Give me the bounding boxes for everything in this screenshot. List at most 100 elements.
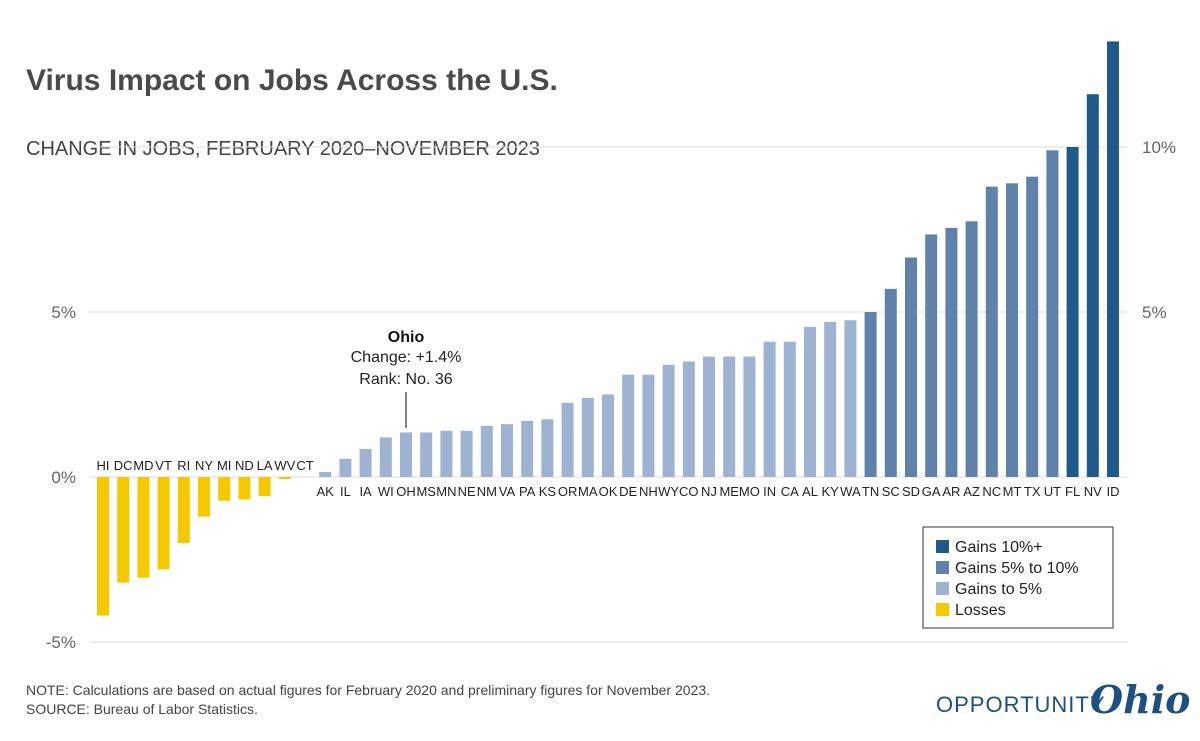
category-label-mo: MO <box>739 484 760 499</box>
bar-al <box>804 326 816 477</box>
ohio-annotation: Ohio Change: +1.4% Rank: No. 36 <box>351 329 462 428</box>
bar-tn <box>864 312 877 477</box>
bar-nm <box>480 425 493 477</box>
category-label-al: AL <box>802 484 818 499</box>
category-label-ky: KY <box>822 484 840 499</box>
bar-hi <box>97 477 109 616</box>
category-label-ut: UT <box>1044 484 1061 499</box>
category-label-or: OR <box>558 484 578 499</box>
bar-ne <box>460 430 473 477</box>
category-label-nv: NV <box>1084 484 1102 499</box>
category-label-md: MD <box>133 458 153 473</box>
annotation-change: Change: +1.4% <box>351 349 462 366</box>
category-label-ks: KS <box>539 484 557 499</box>
bar-nd <box>238 477 251 500</box>
bar-nc <box>985 186 998 477</box>
category-label-sd: SD <box>902 484 920 499</box>
bar-ga <box>925 234 938 477</box>
bar-nh <box>642 374 655 477</box>
category-label-nj: NJ <box>701 484 717 499</box>
legend-label-gains-5-10: Gains 5% to 10% <box>955 560 1079 577</box>
bar-ky <box>824 321 837 477</box>
category-label-la: LA <box>257 458 273 473</box>
category-label-wi: WI <box>378 484 394 499</box>
bar-nv <box>1086 94 1099 477</box>
category-labels: HI DC MD VT RI NY MI ND LA WV CT AK IL IA WI OH MS MN NE NM… <box>97 458 1120 499</box>
category-label-fl: FL <box>1065 484 1080 499</box>
bar-ia <box>359 448 372 477</box>
category-label-nd: ND <box>235 458 254 473</box>
category-label-in: IN <box>763 484 776 499</box>
legend-label-gains-10: Gains 10%+ <box>955 539 1043 556</box>
bar-oh <box>400 432 412 477</box>
category-label-ri: RI <box>177 458 190 473</box>
category-label-nm: NM <box>477 484 497 499</box>
legend-swatch-gains-5-10 <box>936 561 949 574</box>
annotation-heading: Ohio <box>388 329 425 346</box>
bar-il <box>339 458 352 477</box>
category-label-ia: IA <box>359 484 372 499</box>
bar-wy <box>662 364 675 477</box>
bar-wa <box>844 320 857 477</box>
source-text: SOURCE: Bureau of Labor Statistics. <box>26 701 258 717</box>
legend-swatch-losses <box>936 603 949 616</box>
category-label-az: AZ <box>963 484 980 499</box>
category-label-va: VA <box>499 484 516 499</box>
category-label-pa: PA <box>519 484 536 499</box>
bar-la <box>258 477 271 497</box>
category-label-sc: SC <box>882 484 900 499</box>
bar-ks <box>541 419 554 477</box>
bar-ak <box>319 472 332 477</box>
category-label-ma: MA <box>578 484 598 499</box>
y-tick-label-right: 10% <box>1142 138 1176 157</box>
bar-mt <box>1006 183 1018 478</box>
bar-or <box>561 402 574 477</box>
bar-sc <box>884 288 897 477</box>
category-label-ny: NY <box>195 458 213 473</box>
bar-tx <box>1026 176 1039 477</box>
chart-subtitle: CHANGE IN JOBS, FEBRUARY 2020–NOVEMBER 2… <box>26 138 540 160</box>
legend-label-losses: Losses <box>955 602 1006 619</box>
bar-me <box>723 356 736 477</box>
bar-ma <box>581 397 594 477</box>
logo-script: Ohio <box>1090 677 1191 722</box>
opportunity-ohio-logo: OPPORTUNITY Ohio <box>936 677 1191 722</box>
legend-label-gains-to-5: Gains to 5% <box>955 581 1042 598</box>
bar-pa <box>521 420 534 477</box>
y-tick-label-right: 5% <box>1142 303 1167 322</box>
bar-sd <box>905 257 917 477</box>
category-label-ok: OK <box>599 484 618 499</box>
category-label-ct: CT <box>296 458 313 473</box>
bar-nj <box>703 356 715 477</box>
legend-swatch-gains-to-5 <box>936 582 949 595</box>
category-label-nc: NC <box>982 484 1001 499</box>
category-label-nh: NH <box>639 484 658 499</box>
bar-ny <box>198 477 210 517</box>
bar-ok <box>602 394 614 477</box>
legend-swatch-gains-10 <box>936 540 949 553</box>
category-label-tx: TX <box>1024 484 1041 499</box>
category-label-wv: WV <box>274 458 295 473</box>
bar-md <box>137 477 150 578</box>
category-label-mn: MN <box>436 484 456 499</box>
bar-ut <box>1046 150 1059 478</box>
bar-az <box>965 221 978 477</box>
bar-id <box>1107 41 1119 478</box>
bar-de <box>622 374 635 477</box>
category-label-ne: NE <box>458 484 476 499</box>
bar-wi <box>379 437 392 477</box>
category-label-wy: WY <box>658 484 679 499</box>
bar-mo <box>743 356 756 477</box>
bar-vt <box>157 477 170 570</box>
category-label-ga: GA <box>922 484 941 499</box>
note-text: NOTE: Calculations are based on actual f… <box>26 682 710 698</box>
bar-wv <box>278 477 291 479</box>
y-tick-label-left: -5% <box>46 633 76 652</box>
y-tick-label-left: 5% <box>51 303 76 322</box>
legend: Gains 10%+ Gains 5% to 10% Gains to 5% L… <box>922 526 1114 629</box>
bar-fl <box>1066 147 1079 477</box>
category-label-id: ID <box>1107 484 1120 499</box>
category-label-ak: AK <box>317 484 335 499</box>
y-axis-ticks: -5% 0% 5% 5% 10% <box>46 138 1176 652</box>
